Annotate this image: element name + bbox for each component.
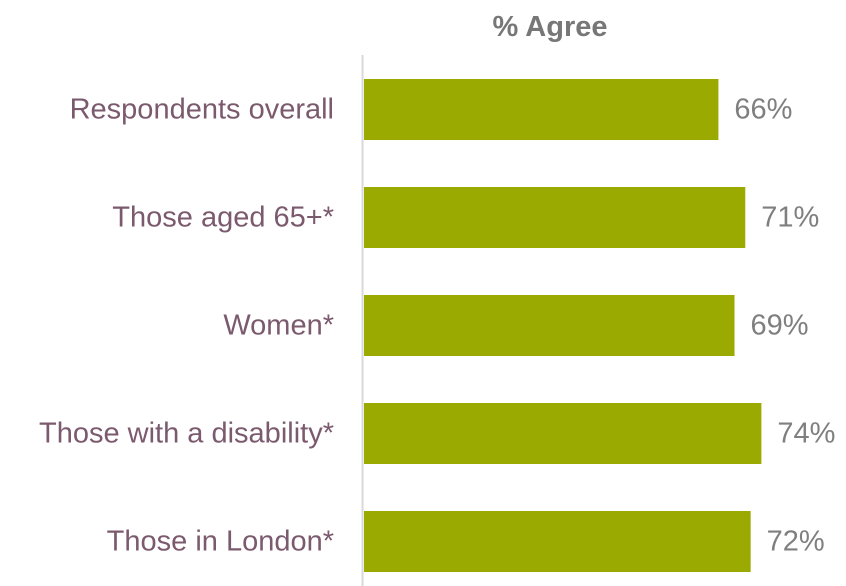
bar	[364, 511, 751, 572]
bar	[364, 79, 719, 140]
data-label: 74%	[777, 418, 835, 450]
data-label: 72%	[767, 526, 825, 558]
bar	[364, 403, 762, 464]
category-label: Those with a disability*	[39, 418, 334, 450]
data-label: 69%	[751, 310, 809, 342]
category-label: Those aged 65+*	[112, 202, 334, 234]
bar	[364, 187, 746, 248]
data-label: 71%	[761, 202, 819, 234]
category-label: Women*	[223, 310, 334, 342]
bar	[364, 295, 735, 356]
category-label: Those in London*	[107, 526, 334, 558]
data-label: 66%	[734, 94, 792, 126]
chart-marks: Respondents overall 66% Those aged 65+* 71%…	[39, 79, 835, 572]
chart-title: % Agree	[493, 11, 608, 43]
category-label: Respondents overall	[70, 94, 334, 126]
